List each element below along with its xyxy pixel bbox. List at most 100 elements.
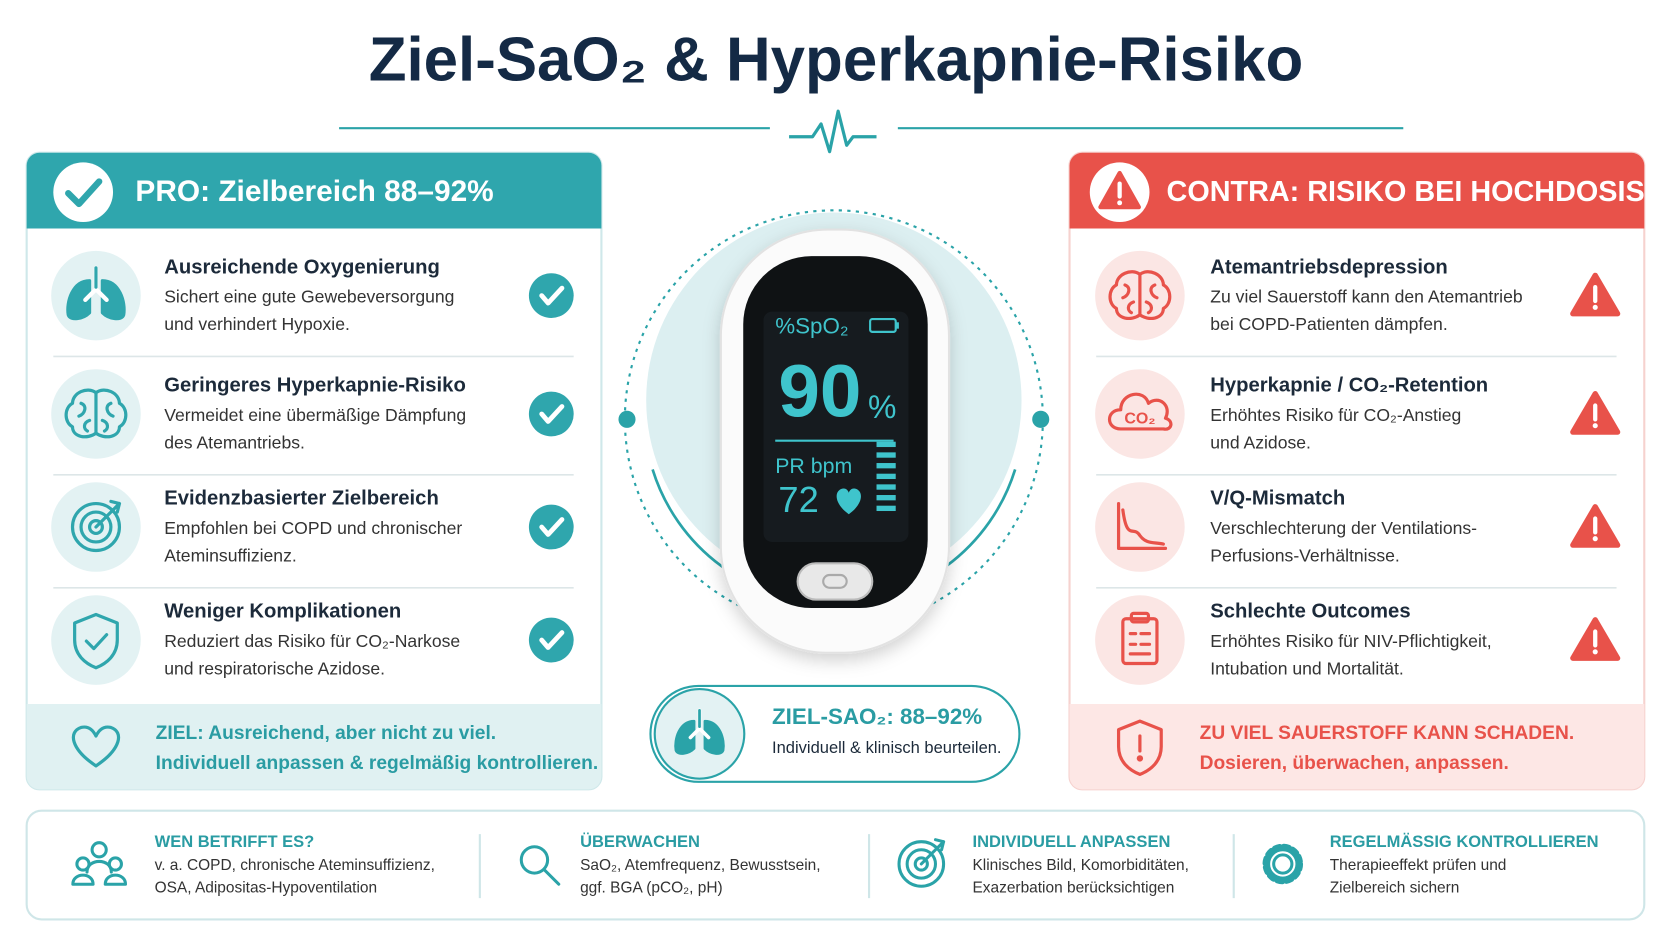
contra-badge: [1592, 649, 1598, 655]
contra-footer-text: ZU VIEL SAUERSTOFF KANN SCHADEN.: [1200, 723, 1575, 744]
pro-item-text: Empfohlen bei COPD und chronischer: [164, 518, 462, 538]
bottom-icon-part: [1272, 853, 1294, 875]
contra-item-text: und Azidose.: [1210, 432, 1311, 452]
contra-header-icon: [1117, 200, 1123, 206]
contra-item-text: Intubation und Mortalität.: [1210, 659, 1403, 679]
bottom-icon-part: [543, 868, 561, 886]
pro-footer-text: ZIEL: Ausreichend, aber nicht zu viel.: [156, 723, 496, 744]
bottom-icon-part: [107, 856, 123, 872]
bottom-text: Zielbereich sichern: [1330, 880, 1460, 897]
bottom-icon-part: [519, 845, 550, 875]
pro-icon-part: [84, 633, 109, 651]
contra-icon: [1108, 270, 1172, 321]
title: Ziel-SaO₂ & Hyperkapnie-Risiko: [369, 26, 1304, 95]
bottom-icon-part: [919, 838, 946, 866]
pro-icon-part: [87, 519, 104, 536]
signal-bar: [876, 484, 896, 490]
pro-item-text: Vermeidet eine übermäßige Dämpfung: [164, 405, 466, 425]
contra-item-title: V/Q-Mismatch: [1210, 488, 1345, 510]
pro-item-title: Evidenzbasierter Zielbereich: [164, 488, 439, 510]
contra-item-title: Hyperkapnie / CO₂-Retention: [1210, 375, 1488, 397]
bottom-text: Exazerbation berücksichtigen: [972, 880, 1174, 897]
signal-bars: [876, 441, 896, 512]
ring-dot: [618, 410, 636, 428]
heartbeat-icon: [789, 109, 877, 154]
bottom-text: Therapieeffekt prüfen und: [1330, 857, 1507, 874]
contra-icon-part: [1107, 392, 1173, 431]
contra-icon-part: [1116, 501, 1168, 550]
target-icon: [653, 688, 746, 780]
pro-header: [26, 152, 602, 229]
pro-footer: [26, 704, 602, 790]
bottom-icon-part: [905, 848, 938, 880]
contra-footer-text: Dosieren, überwachen, anpassen.: [1200, 753, 1509, 774]
pro-icon-part: [70, 501, 122, 553]
pro-icon-part: [94, 499, 122, 529]
pro-item-text: und respiratorische Azidose.: [164, 659, 385, 679]
pro-footer-text: Individuell anpassen & regelmäßig kontro…: [156, 753, 598, 774]
oximeter-display: [763, 311, 909, 542]
signal-bar: [876, 441, 896, 448]
pro-icon-part: [77, 391, 115, 435]
pro-badge: [539, 404, 565, 424]
target-lungs: [674, 708, 725, 755]
signal-bar: [876, 505, 896, 512]
bottom-icon-part: [1267, 848, 1299, 880]
contra-icon: [1116, 501, 1168, 550]
bottom-title: WEN BETRIFFT ES?: [155, 832, 315, 851]
pro-icon-bg: [51, 595, 141, 685]
contra-icon-part: [1121, 617, 1159, 666]
pro-header-icon: [65, 178, 103, 208]
pro-panel: [25, 151, 603, 791]
contra-item-text: Zu viel Sauerstoff kann den Atemantrieb: [1210, 286, 1523, 306]
pro-item-title: Geringeres Hyperkapnie-Risiko: [164, 375, 466, 397]
bottom-text: SaO₂, Atemfrequenz, Bewusstsein,: [580, 857, 821, 874]
target-title: ZIEL-SAO₂: 88–92%: [772, 704, 982, 729]
contra-icon: [1121, 611, 1159, 666]
signal-bar: [876, 452, 896, 458]
bottom-icon-part: [71, 873, 128, 886]
pr-label: PR bpm: [775, 454, 852, 478]
contra-footer-icon-part: [1116, 719, 1163, 777]
contra-item-title: Atemantriebsdepression: [1210, 256, 1447, 278]
contra-item-text: Erhöhtes Risiko für CO₂-Anstieg: [1210, 405, 1461, 425]
bottom-title: REGELMÄSSIG KONTROLLIEREN: [1330, 832, 1599, 851]
target-pill: [649, 684, 1021, 783]
pro-icon-part: [66, 279, 92, 321]
pro-badge: [528, 273, 574, 319]
bottom-text: Klinisches Bild, Komorbiditäten,: [972, 857, 1188, 874]
contra-icon-text: CO₂: [1124, 411, 1155, 428]
bottom-icon-part: [897, 840, 946, 888]
oximeter-button: [822, 573, 848, 589]
contra-header: [1069, 152, 1645, 229]
contra-icon-part: [1121, 272, 1159, 317]
bottom-text: OSA, Adipositas-Hypoventilation: [155, 880, 377, 897]
bottom-icon-part: [913, 856, 929, 872]
pro-icon-part: [73, 612, 119, 670]
contra-badge: [1592, 423, 1598, 429]
pro-item-text: und verhindert Hypoxie.: [164, 314, 350, 334]
ring-dot: [1032, 410, 1050, 428]
contra-icon-bg: [1095, 595, 1185, 685]
pro-badge: [528, 617, 574, 663]
bottom-title: ÜBERWACHEN: [580, 832, 700, 851]
pro-heading: PRO: Zielbereich 88–92%: [135, 175, 493, 208]
contra-item-title: Schlechte Outcomes: [1210, 601, 1410, 623]
contra-footer-icon-part: [1136, 755, 1144, 762]
signal-bar: [876, 463, 896, 469]
contra-icon: CO₂: [1107, 392, 1173, 431]
bottom-text: ggf. BGA (pCO₂, pH): [580, 880, 723, 897]
contra-icon-bg: [1095, 482, 1185, 572]
pro-icon: [73, 612, 119, 670]
contra-icon-bg: [1095, 369, 1185, 459]
pro-icon: [66, 265, 126, 321]
pr-value: 72: [778, 479, 818, 520]
bottom-icon: [519, 845, 561, 886]
contra-icon-part: [1129, 611, 1151, 624]
pro-header-icon: [53, 162, 114, 223]
bottom-icon-part: [90, 841, 108, 859]
contra-footer: [1069, 704, 1645, 790]
bottom-icon: [897, 838, 946, 888]
contra-badge: [1592, 536, 1598, 542]
pro-badge: [528, 504, 574, 550]
